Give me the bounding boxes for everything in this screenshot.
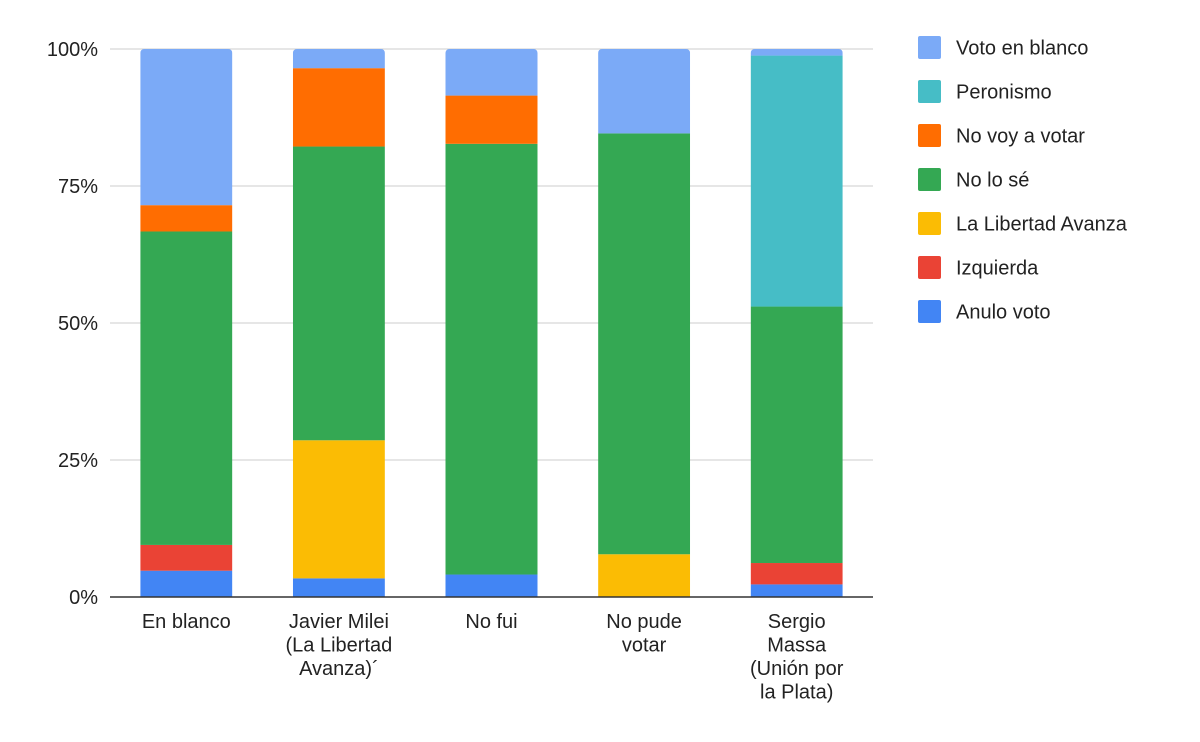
bar-segment-no-lo-s-: [598, 133, 691, 555]
legend-label: Voto en blanco: [956, 38, 1088, 60]
y-tick-label: 25%: [58, 450, 98, 472]
bar-segment-izquierda: [140, 544, 233, 571]
bar-stack: [750, 49, 843, 597]
legend-swatch: [918, 80, 941, 103]
bar-segment-no-voy-a-votar: [292, 68, 385, 147]
legend-swatch: [918, 168, 941, 191]
legend-label: Izquierda: [956, 258, 1039, 280]
bar-segment-anulo-voto: [445, 574, 538, 597]
bars: [140, 49, 843, 597]
bar-segment-voto-en-blanco: [445, 49, 538, 96]
y-tick-label: 50%: [58, 313, 98, 335]
legend-swatch: [918, 124, 941, 147]
bar-segment-no-lo-s-: [140, 231, 233, 545]
bar-stack: [292, 49, 385, 597]
bar-segment-la-libertad-avanza: [292, 440, 385, 579]
bar-stack: [140, 49, 233, 597]
bar-segment-anulo-voto: [750, 584, 843, 597]
legend-label: Anulo voto: [956, 302, 1051, 324]
bar-segment-anulo-voto: [140, 570, 233, 597]
legend-label: No voy a votar: [956, 126, 1085, 148]
axes: 0% 25% 50% 75% 100% En blanco Javier Milei (La …: [47, 39, 873, 704]
x-category-label: No pude votar: [606, 611, 682, 657]
x-category-label: Javier Milei (La Libertad Avanza)´: [286, 611, 393, 680]
bar-segment-anulo-voto: [292, 578, 385, 597]
legend-label: Peronismo: [956, 82, 1052, 104]
bar-segment-voto-en-blanco: [750, 49, 843, 56]
y-tick-label: 0%: [69, 587, 98, 609]
legend-swatch: [918, 300, 941, 323]
y-tick-label: 75%: [58, 176, 98, 198]
legend-swatch: [918, 36, 941, 59]
bar-segment-no-voy-a-votar: [140, 205, 233, 232]
bar-segment-la-libertad-avanza: [598, 554, 691, 597]
legend-label: La Libertad Avanza: [956, 214, 1128, 236]
bar-segment-peronismo: [750, 55, 843, 307]
legend-swatch: [918, 212, 941, 235]
x-category-label: No fui: [465, 611, 517, 633]
bar-segment-no-lo-s-: [750, 306, 843, 564]
legend-label: No lo sé: [956, 170, 1029, 192]
bar-segment-izquierda: [750, 563, 843, 585]
bar-stack: [598, 49, 691, 597]
bar-segment-no-lo-s-: [445, 143, 538, 575]
x-category-label: En blanco: [142, 611, 231, 633]
y-tick-label: 100%: [47, 39, 98, 61]
bar-segment-no-voy-a-votar: [445, 95, 538, 144]
bar-segment-no-lo-s-: [292, 146, 385, 441]
bar-segment-voto-en-blanco: [598, 49, 691, 134]
legend: Voto en blanco Peronismo No voy a votar No …: [918, 36, 1128, 324]
bar-segment-voto-en-blanco: [292, 49, 385, 69]
legend-swatch: [918, 256, 941, 279]
x-category-label: Sergio Massa (Unión por la Plata): [750, 611, 844, 704]
bar-segment-voto-en-blanco: [140, 49, 233, 206]
bar-stack: [445, 49, 538, 597]
